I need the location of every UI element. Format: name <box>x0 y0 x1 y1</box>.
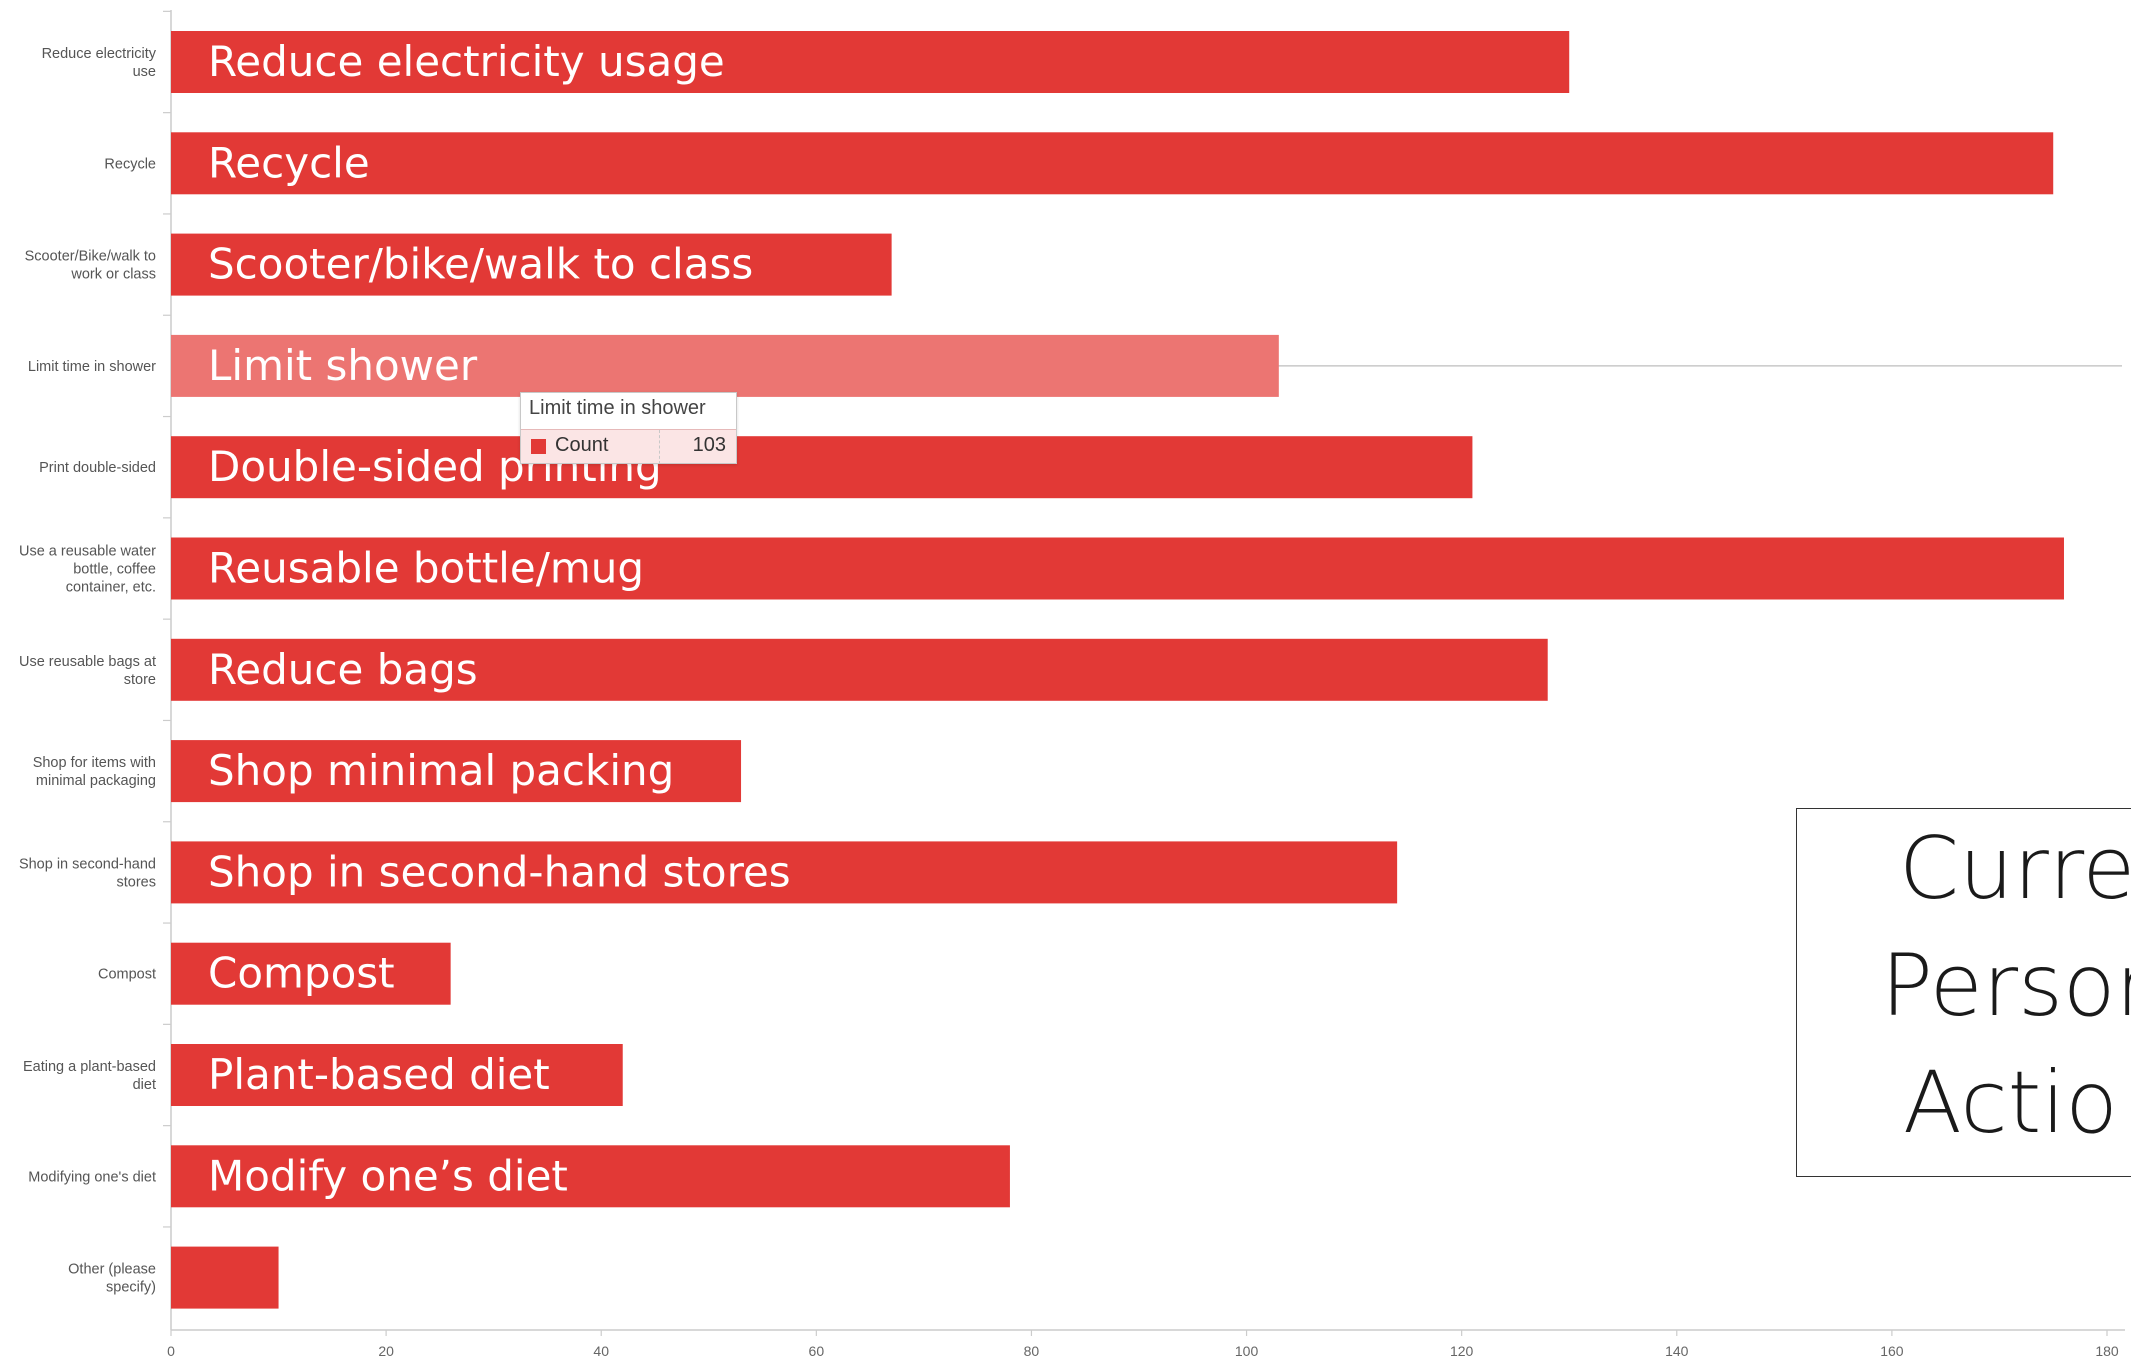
tooltip-series-name: Count <box>555 434 609 456</box>
tooltip-title: Limit time in shower <box>529 397 706 419</box>
bar <box>171 233 892 296</box>
category-label: use <box>133 64 156 80</box>
slide-title-line-1: Curre <box>1899 819 2131 919</box>
bar-label: Shop in second-hand stores <box>208 847 791 896</box>
bar <box>171 132 2054 195</box>
slide-title-line-3: Actio <box>1903 1053 2118 1153</box>
category-label: stores <box>117 874 157 890</box>
x-tick-label: 120 <box>1450 1343 1474 1359</box>
bar-label: Scooter/bike/walk to class <box>208 240 753 289</box>
bar <box>171 1246 279 1309</box>
chart-tooltip: Limit time in shower Count 103 <box>520 392 737 464</box>
category-label: Other (please <box>68 1262 156 1278</box>
bar-label: Recycle <box>208 138 370 187</box>
x-tick-label: 140 <box>1665 1343 1689 1359</box>
bar <box>171 334 1279 397</box>
category-label: Scooter/Bike/walk to <box>25 249 156 265</box>
category-label: Use a reusable water <box>19 544 156 560</box>
bar <box>171 31 1570 93</box>
bar-label: Plant-based diet <box>208 1050 550 1099</box>
bar <box>171 841 1398 904</box>
category-label: Modifying one's diet <box>28 1169 156 1185</box>
bar <box>171 1145 1010 1208</box>
category-label: bottle, coffee <box>73 562 156 578</box>
category-label: store <box>124 672 156 688</box>
category-label: work or class <box>70 267 156 283</box>
category-label: Shop in second-hand <box>19 856 156 872</box>
category-label: Eating a plant-based <box>23 1059 156 1075</box>
bar-label: Reduce bags <box>208 645 478 694</box>
slide-title-line-2: Persor <box>1881 936 2131 1036</box>
bar <box>171 537 2064 600</box>
bar-label: Shop minimal packing <box>208 746 674 795</box>
tooltip-swatch-icon <box>531 439 546 454</box>
category-label: Reduce electricity <box>42 46 157 62</box>
x-tick-label: 60 <box>809 1343 825 1359</box>
bar-label: Compost <box>208 949 395 998</box>
category-label: Print double-sided <box>39 460 156 476</box>
x-tick-label: 100 <box>1235 1343 1259 1359</box>
category-label: Compost <box>98 967 156 983</box>
bar <box>171 638 1548 701</box>
bar <box>171 740 742 803</box>
category-label: container, etc. <box>66 580 156 596</box>
category-label: diet <box>133 1077 156 1093</box>
x-tick-label: 0 <box>167 1343 175 1359</box>
tooltip-value: 103 <box>692 434 726 456</box>
bar-label: Reduce electricity usage <box>208 37 725 86</box>
category-label: minimal packaging <box>36 773 156 789</box>
category-label: specify) <box>106 1280 156 1296</box>
category-label: Shop for items with <box>33 755 156 771</box>
bar-label: Limit shower <box>208 341 478 390</box>
x-tick-label: 160 <box>1880 1343 1904 1359</box>
x-tick-label: 40 <box>593 1343 609 1359</box>
x-tick-label: 80 <box>1024 1343 1040 1359</box>
bar <box>171 436 1473 499</box>
tooltip-row: Count 103 <box>521 429 736 464</box>
tooltip-divider <box>659 430 660 464</box>
x-tick-label: 20 <box>378 1343 394 1359</box>
category-label: Use reusable bags at <box>19 654 156 670</box>
bar-label: Reusable bottle/mug <box>208 544 644 593</box>
category-label: Limit time in shower <box>28 359 156 375</box>
bar <box>171 1044 623 1106</box>
category-label: Recycle <box>104 156 156 172</box>
x-tick-label: 180 <box>2095 1343 2119 1359</box>
bar-label: Modify one’s diet <box>208 1151 568 1200</box>
bar <box>171 942 451 1005</box>
slide-title-box: Curre Persor Actio <box>1796 808 2131 1177</box>
